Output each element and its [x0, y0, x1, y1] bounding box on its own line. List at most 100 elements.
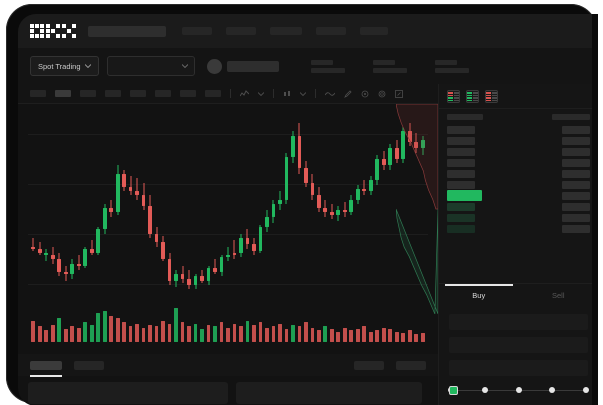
slider-stop-75[interactable] [549, 387, 556, 393]
candle-body [304, 167, 308, 183]
volume-bar [271, 326, 276, 342]
tab-open-orders[interactable] [30, 360, 62, 377]
candle-body [420, 139, 425, 149]
slider-stop-25[interactable] [481, 387, 488, 393]
tab-order-history[interactable] [74, 360, 104, 370]
slider-stop-100[interactable] [583, 387, 589, 393]
candle [44, 112, 49, 302]
okx-logo-glyph [46, 24, 60, 38]
order-book-bid-row[interactable] [447, 201, 590, 212]
volume-bar [141, 327, 146, 342]
candle [63, 112, 68, 302]
candle-body [96, 229, 101, 253]
order-book-bid-row[interactable] [447, 212, 590, 223]
nav-item-markets[interactable] [226, 27, 256, 35]
candle-wick [201, 270, 203, 283]
candle-body [284, 156, 289, 200]
candle [128, 112, 133, 302]
candle-body [336, 210, 341, 215]
tf-1m[interactable] [30, 90, 46, 97]
order-book-ask-row[interactable] [447, 146, 590, 157]
order-book-ask-row[interactable] [447, 168, 590, 179]
candle-body [258, 227, 263, 251]
fullscreen-icon[interactable] [395, 89, 403, 98]
candle [102, 112, 107, 302]
candle [239, 112, 243, 302]
orderbook-bids-icon[interactable] [466, 90, 479, 103]
candle [304, 112, 308, 302]
price-field[interactable] [449, 314, 588, 330]
pencil-icon[interactable] [344, 89, 352, 98]
nav-item-earn[interactable] [316, 27, 346, 35]
candle-body [135, 191, 139, 196]
settings-icon[interactable] [378, 90, 386, 98]
magnet-icon[interactable] [361, 90, 369, 98]
candle-wick [344, 201, 346, 217]
volume-bar [297, 326, 302, 342]
order-book-bid-row[interactable] [447, 223, 590, 234]
candle [70, 112, 75, 302]
indicators-icon[interactable] [240, 90, 249, 97]
order-book-ask-row[interactable] [447, 124, 590, 135]
tf-more[interactable] [205, 90, 221, 97]
candle-body [226, 255, 230, 258]
order-book-ask-row[interactable] [447, 135, 590, 146]
chevron-down-icon[interactable] [300, 91, 306, 96]
candle-wick [91, 240, 93, 256]
candle-body [115, 173, 120, 213]
total-field[interactable] [449, 360, 588, 376]
candle [167, 112, 172, 302]
candle-body [297, 135, 302, 168]
tf-4h[interactable] [130, 90, 146, 97]
slider-stop-50[interactable] [515, 387, 522, 393]
volume-bar [167, 323, 172, 342]
volume-bar [381, 327, 386, 342]
slider-handle[interactable] [449, 386, 458, 395]
depth-ask-area [396, 104, 438, 210]
tab-hide-other-pairs[interactable] [396, 360, 426, 370]
orderbook-asks-icon[interactable] [485, 90, 498, 103]
tf-1d[interactable] [155, 90, 171, 97]
bottom-panels [18, 376, 438, 405]
chart-type-icon[interactable] [283, 90, 291, 98]
nav-item-trade[interactable] [270, 27, 302, 35]
candle-wick [233, 240, 235, 260]
trading-pair-select[interactable] [106, 56, 195, 76]
tf-15m[interactable] [80, 90, 96, 97]
order-book-ask-row[interactable] [447, 157, 590, 168]
tab-buy[interactable]: Buy [439, 284, 519, 306]
tf-1w[interactable] [180, 90, 196, 97]
buy-sell-tabs: Buy Sell [439, 283, 598, 306]
tab-sell[interactable]: Sell [551, 291, 565, 300]
amount-field[interactable] [449, 337, 588, 353]
market-type-select[interactable]: Spot Trading [30, 56, 99, 76]
candle [206, 112, 211, 302]
toolbar-divider [273, 89, 274, 98]
candle-wick [45, 248, 47, 262]
search-input[interactable] [88, 25, 166, 37]
line-tool-icon[interactable] [325, 91, 335, 97]
tab-assets[interactable] [354, 360, 384, 370]
okx-logo[interactable] [30, 24, 76, 38]
candle-body [245, 238, 250, 245]
volume-bar [109, 315, 113, 342]
nav-item-more[interactable] [360, 27, 388, 35]
order-book-ask-row[interactable] [447, 179, 590, 190]
primary-nav [182, 27, 388, 35]
candle-body [89, 248, 94, 253]
chevron-down-icon[interactable] [258, 91, 264, 96]
tf-1h[interactable] [105, 90, 121, 97]
price-chart[interactable] [18, 104, 438, 354]
tf-5m[interactable] [55, 90, 71, 97]
volume-bar [180, 322, 185, 342]
volume-bar [336, 331, 341, 342]
candle-body [193, 276, 198, 285]
amount-percent-slider[interactable] [448, 386, 589, 396]
volume-bar [284, 328, 289, 342]
orderbook-both-icon[interactable] [447, 90, 460, 103]
candle-body [161, 242, 165, 260]
device-frame: Spot Trading [6, 4, 598, 405]
volume-bar [187, 326, 191, 342]
nav-item-buy-crypto[interactable] [182, 27, 212, 35]
candle-body [180, 274, 185, 279]
